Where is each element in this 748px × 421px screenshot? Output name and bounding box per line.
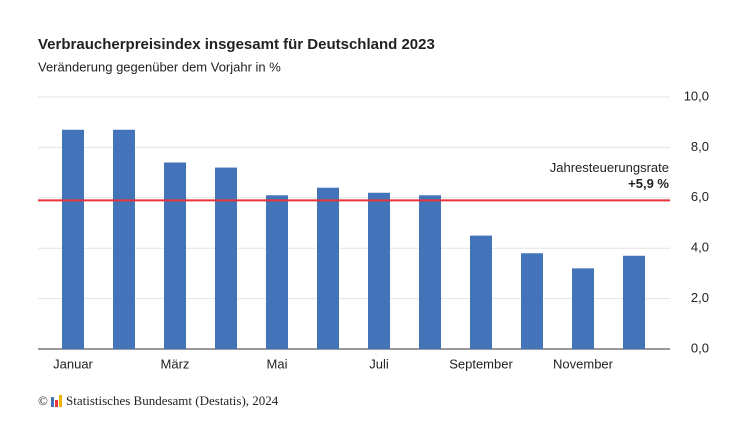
- source: Statistisches Bundesamt (Destatis), 2024: [66, 393, 279, 408]
- bar: [113, 129, 135, 349]
- reference-value-label: +5,9 %: [628, 176, 669, 191]
- chart-subtitle: Veränderung gegenüber dem Vorjahr in %: [38, 59, 281, 74]
- copyright: ©: [38, 393, 48, 408]
- x-tick-label: März: [161, 356, 190, 371]
- bar: [521, 253, 543, 349]
- y-tick-label: 6,0: [691, 189, 709, 204]
- bar: [368, 192, 390, 349]
- x-tick-label: Januar: [53, 356, 93, 371]
- bar: [419, 195, 441, 349]
- bar: [62, 129, 84, 349]
- x-tick-label: Juli: [369, 356, 389, 371]
- bar: [317, 187, 339, 349]
- bar: [623, 255, 645, 349]
- y-tick-label: 2,0: [691, 290, 709, 305]
- bar: [164, 162, 186, 349]
- y-tick-label: 8,0: [691, 139, 709, 154]
- y-tick-label: 10,0: [684, 88, 709, 103]
- reference-label: Jahresteuerungsrate: [550, 160, 669, 175]
- x-tick-label: November: [553, 356, 614, 371]
- x-tick-label: September: [449, 356, 513, 371]
- logo: [51, 395, 62, 407]
- x-tick-label: Mai: [267, 356, 288, 371]
- bar: [470, 235, 492, 349]
- y-tick-label: 4,0: [691, 240, 709, 255]
- chart-title: Verbraucherpreisindex insgesamt für Deut…: [38, 36, 435, 53]
- bar: [266, 195, 288, 349]
- y-tick-label: 0,0: [691, 340, 709, 355]
- bar: [572, 268, 594, 349]
- bar: [215, 167, 237, 349]
